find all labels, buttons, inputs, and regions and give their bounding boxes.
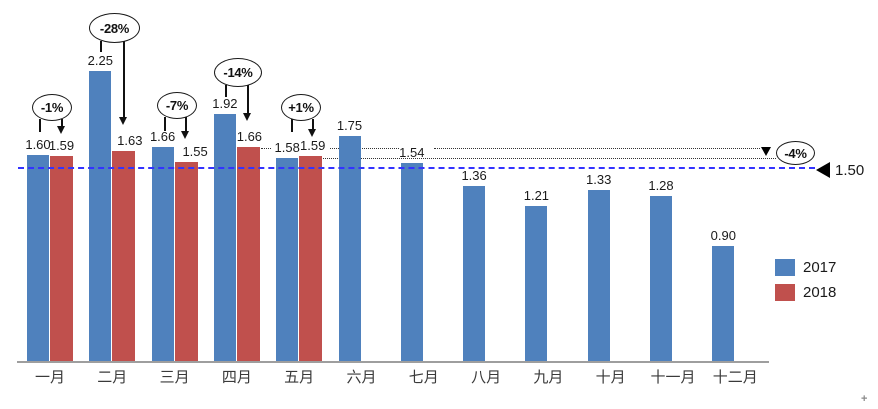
value-label-2017: 1.21: [523, 187, 550, 203]
annotation-oval: -28%: [89, 13, 140, 43]
bar-2017: [151, 147, 174, 362]
bar-2018: [112, 151, 136, 362]
annotation-arrow-shaft: [61, 119, 63, 127]
bar-2017: [463, 186, 486, 362]
value-label-2017: 1.28: [648, 178, 674, 194]
annotation-arrow-shaft: [312, 119, 314, 130]
down-arrow-icon: [57, 126, 66, 134]
annotation-arrow-shaft: [247, 85, 249, 114]
bar-2017: [525, 205, 548, 362]
month-label: 五月: [284, 370, 315, 386]
month-label: 二月: [97, 370, 128, 386]
drop-arrow-icon: [761, 147, 771, 156]
value-label-2017: 1.54: [399, 144, 425, 160]
down-arrow-icon: [308, 129, 317, 137]
down-arrow-icon: [243, 113, 252, 121]
month-label: 六月: [346, 370, 377, 386]
month-label: 八月: [471, 370, 502, 386]
callout-oval: -4%: [776, 141, 815, 165]
dotted-level-line: [323, 157, 776, 159]
bar-2017: [213, 113, 236, 362]
down-arrow-icon: [119, 117, 128, 125]
bar-2018: [50, 156, 73, 362]
bar-2018: [299, 156, 323, 362]
month-label: 九月: [533, 370, 564, 386]
month-label: 一月: [34, 370, 65, 386]
reference-arrow-icon: [816, 162, 830, 178]
annotation-connector: [100, 41, 102, 52]
dotted-level-line: [261, 148, 271, 149]
value-label-2018: 1.55: [182, 143, 208, 159]
reference-line-label: 1.50: [835, 162, 865, 179]
annotation-arrow-shaft: [185, 117, 187, 132]
legend-label-2017: 2017: [803, 259, 837, 276]
annotation-oval: -1%: [32, 94, 72, 121]
value-label-2017: 1.66: [149, 129, 176, 145]
dotted-level-line: [330, 148, 399, 149]
legend-item-2017: 2017: [775, 259, 836, 276]
value-label-2017: 1.75: [336, 117, 363, 133]
bar-2017: [27, 155, 49, 362]
x-axis-line: [17, 361, 769, 363]
annotation-connector: [291, 119, 293, 132]
bar-2017: [400, 162, 423, 362]
bar-2017: [89, 71, 112, 362]
value-label-2017: 1.33: [586, 172, 612, 188]
annotation-oval: -7%: [157, 92, 197, 119]
annotation-oval: -14%: [214, 58, 262, 87]
down-arrow-icon: [181, 131, 190, 139]
value-label-2018: 1.59: [300, 138, 326, 154]
month-label: 四月: [221, 370, 252, 386]
bar-2017: [276, 157, 299, 362]
bar-2018: [174, 161, 198, 362]
corner-mark: +: [861, 393, 868, 405]
value-label-2017: 1.58: [274, 139, 300, 155]
value-label-2017: 1.60: [25, 137, 51, 153]
value-label-2017: 1.36: [461, 168, 487, 184]
month-label: 十二月: [712, 370, 758, 386]
value-label-2018: 1.63: [117, 133, 143, 149]
value-label-2017: 1.92: [212, 95, 238, 111]
bar-2017: [587, 190, 610, 362]
legend-swatch-2018: [775, 284, 795, 301]
annotation-arrow-shaft: [123, 41, 125, 118]
annotation-connector: [39, 119, 41, 132]
legend-item-2018: 2018: [775, 284, 836, 301]
legend-swatch-2017: [775, 259, 795, 276]
month-label: 十一月: [650, 370, 696, 386]
month-label: 十月: [595, 370, 626, 386]
reference-line: [18, 167, 815, 169]
dotted-level-line: [434, 148, 760, 149]
bar-2017: [650, 196, 672, 362]
annotation-connector: [164, 117, 166, 131]
annotation-connector: [225, 85, 227, 97]
value-label-2018: 1.59: [48, 138, 75, 154]
bar-2018: [236, 147, 260, 362]
bar-2017: [338, 135, 361, 362]
value-label-2017: 0.90: [710, 227, 736, 243]
value-label-2017: 2.25: [87, 53, 113, 69]
month-label: 三月: [159, 370, 190, 386]
value-label-2018: 1.66: [236, 129, 263, 145]
bar-2017: [712, 245, 735, 362]
legend: 2017 2018: [775, 259, 836, 309]
legend-label-2018: 2018: [803, 284, 837, 301]
annotation-oval: +1%: [281, 94, 321, 121]
month-label: 七月: [408, 370, 439, 386]
